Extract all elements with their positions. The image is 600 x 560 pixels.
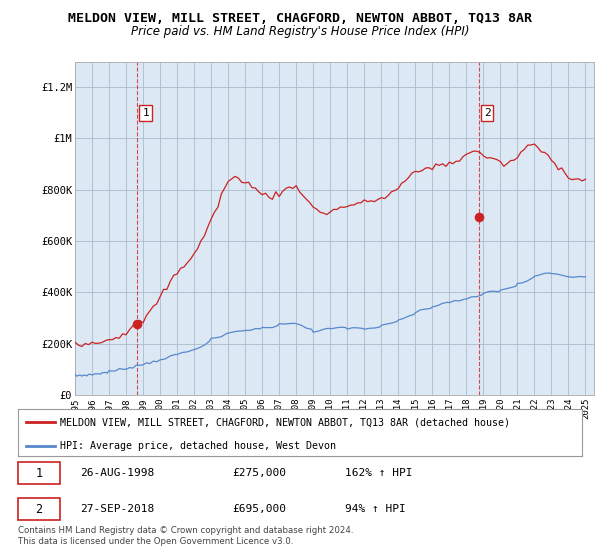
Text: £275,000: £275,000	[232, 468, 286, 478]
Text: 26-AUG-1998: 26-AUG-1998	[80, 468, 154, 478]
Text: £695,000: £695,000	[232, 505, 286, 515]
FancyBboxPatch shape	[18, 498, 60, 520]
Text: Contains HM Land Registry data © Crown copyright and database right 2024.
This d: Contains HM Land Registry data © Crown c…	[18, 526, 353, 546]
Text: 2: 2	[35, 503, 43, 516]
Point	[133, 320, 142, 329]
Text: 27-SEP-2018: 27-SEP-2018	[80, 505, 154, 515]
Text: MELDON VIEW, MILL STREET, CHAGFORD, NEWTON ABBOT, TQ13 8AR (detached house): MELDON VIEW, MILL STREET, CHAGFORD, NEWT…	[60, 417, 510, 427]
Text: 1: 1	[35, 467, 43, 480]
Text: 94% ↑ HPI: 94% ↑ HPI	[345, 505, 406, 515]
Point	[474, 212, 484, 221]
Text: 162% ↑ HPI: 162% ↑ HPI	[345, 468, 413, 478]
Text: Price paid vs. HM Land Registry's House Price Index (HPI): Price paid vs. HM Land Registry's House …	[131, 25, 469, 38]
Text: 1: 1	[142, 108, 149, 118]
Text: MELDON VIEW, MILL STREET, CHAGFORD, NEWTON ABBOT, TQ13 8AR: MELDON VIEW, MILL STREET, CHAGFORD, NEWT…	[68, 12, 532, 25]
Text: HPI: Average price, detached house, West Devon: HPI: Average price, detached house, West…	[60, 441, 337, 451]
Text: 2: 2	[484, 108, 491, 118]
FancyBboxPatch shape	[18, 462, 60, 484]
